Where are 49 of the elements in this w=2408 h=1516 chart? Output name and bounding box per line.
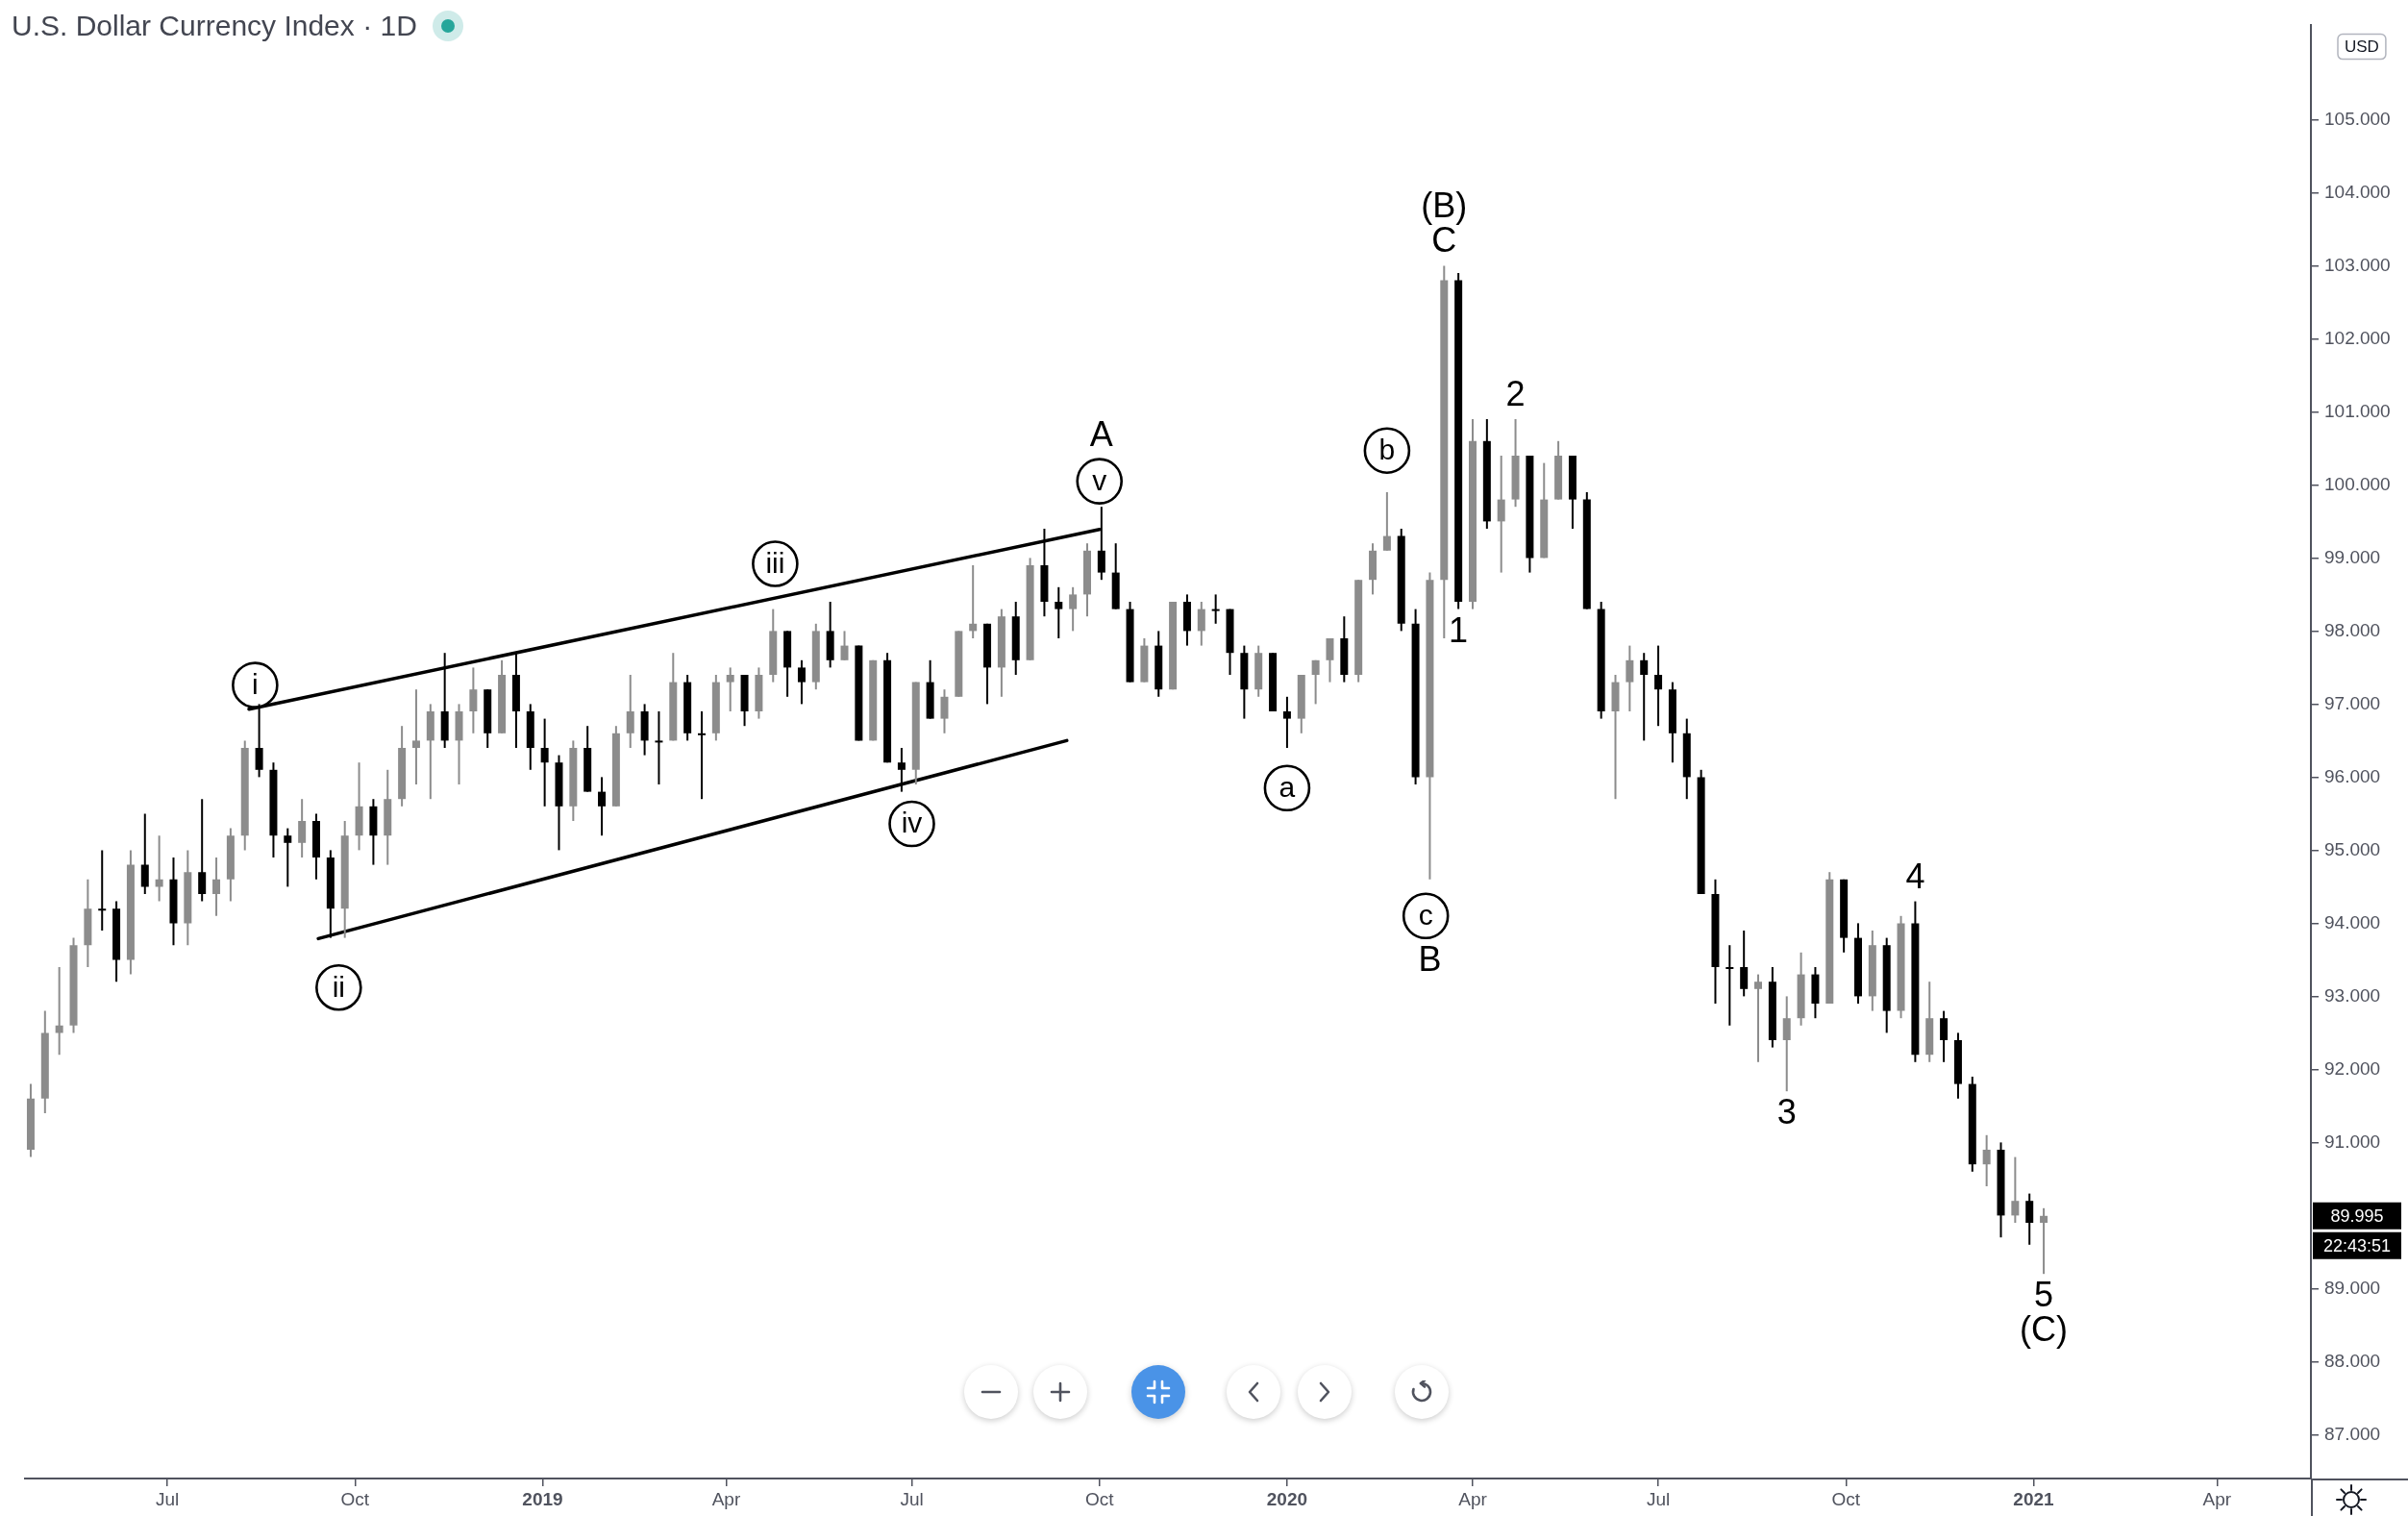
y-tick-label: 105.000 [2324, 108, 2391, 129]
y-axis-title: USD [2344, 37, 2379, 57]
y-tick-label: 92.000 [2324, 1057, 2381, 1079]
x-tick-label: Jul [155, 1488, 180, 1509]
y-tick-label: 104.000 [2324, 181, 2391, 202]
x-tick-label: Apr [2202, 1488, 2232, 1509]
x-tick-label: Jul [1646, 1488, 1671, 1509]
data-label: b [1378, 433, 1396, 465]
x-tick-label: Jul [900, 1488, 924, 1509]
chart-title: U.S. Dollar Currency Index · 1D [12, 10, 417, 42]
x-tick-label: Oct [340, 1488, 370, 1509]
data-label: iv [901, 807, 923, 839]
x-tick-label: Oct [1831, 1488, 1861, 1509]
data-label: v [1092, 463, 1107, 496]
x-tick-label: Apr [711, 1488, 741, 1509]
y-tick-label: 103.000 [2324, 254, 2391, 275]
y-tick-label: 97.000 [2324, 692, 2381, 713]
x-tick-label: Apr [1458, 1488, 1488, 1509]
y-tick-label: 94.000 [2324, 911, 2381, 932]
annotation: 2 [1505, 373, 1526, 413]
data-label: i [252, 667, 259, 700]
x-tick-label: 2019 [522, 1488, 563, 1509]
data-label: c [1418, 899, 1433, 932]
data-label: iii [765, 546, 785, 579]
annotation: 3 [1776, 1092, 1797, 1132]
y-tick-label: 102.000 [2324, 327, 2391, 348]
y-tick-label: 88.000 [2324, 1350, 2381, 1371]
y-tick-label: 100.000 [2324, 473, 2391, 494]
annotation: B [1418, 938, 1442, 979]
annotation: 1 [1449, 609, 1469, 650]
data-label: a [1278, 771, 1296, 804]
y-tick-label: 99.000 [2324, 546, 2381, 567]
y-tick-label: 101.000 [2324, 400, 2391, 421]
y-tick-label: 91.000 [2324, 1131, 2381, 1152]
x-tick-label: 2021 [2013, 1488, 2055, 1509]
y-tick-label: 89.000 [2324, 1277, 2381, 1298]
y-tick-label: 98.000 [2324, 619, 2381, 640]
annotation: 4 [1905, 856, 1925, 896]
text: 89.995 [2330, 1205, 2384, 1226]
y-tick-label: 93.000 [2324, 984, 2381, 1006]
annotation: A [1089, 413, 1113, 454]
x-tick-label: 2020 [1266, 1488, 1308, 1509]
y-tick-label: 95.000 [2324, 838, 2381, 859]
data-label: ii [332, 970, 346, 1003]
x-tick-label: Oct [1084, 1488, 1115, 1509]
text: 22:43:51 [2322, 1235, 2392, 1255]
annotation: (B) [1421, 186, 1468, 226]
y-tick-label: 96.000 [2324, 765, 2381, 786]
y-tick-label: 87.000 [2324, 1423, 2381, 1444]
